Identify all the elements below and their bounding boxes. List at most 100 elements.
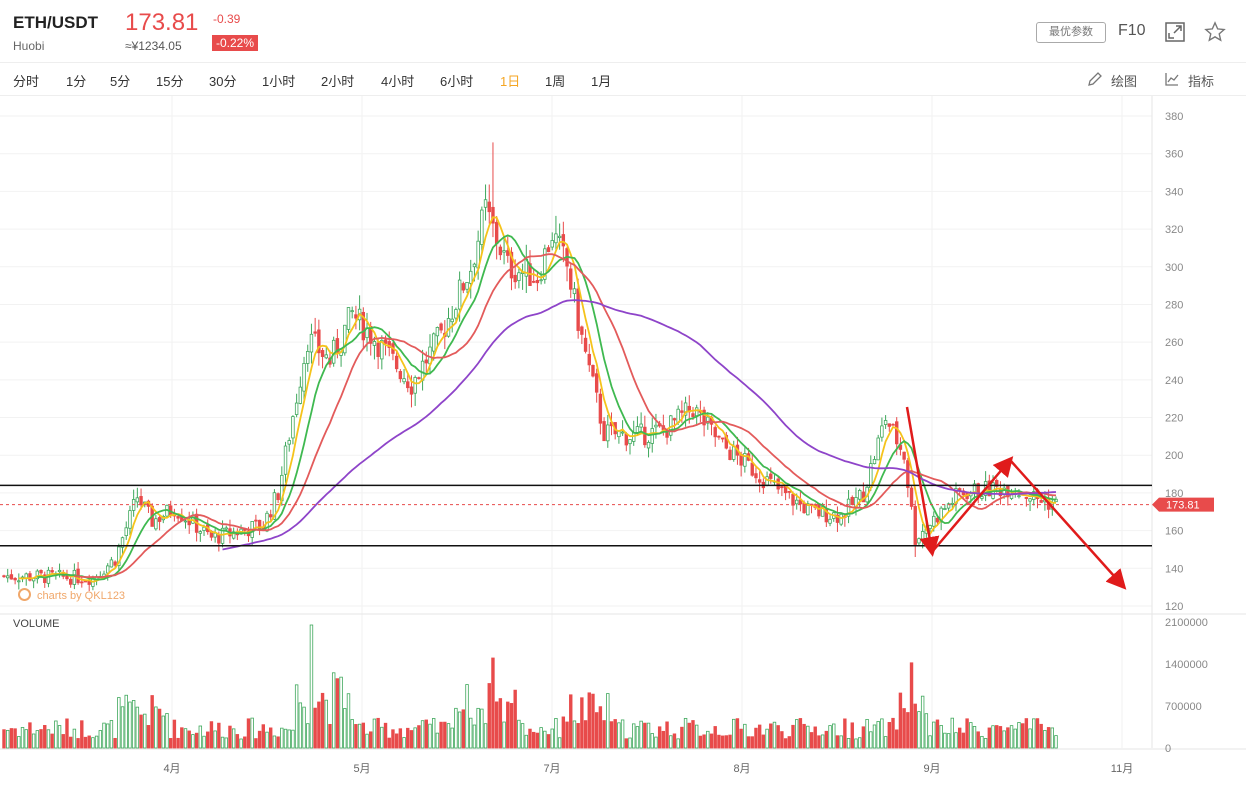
tab-1w[interactable]: 1周 [545,74,566,89]
tab-30m[interactable]: 30分 [209,74,237,89]
candle-body [302,363,306,392]
candle-body [313,331,317,334]
volume-bar [39,729,43,749]
candle-body [39,569,43,574]
volume-bar [113,737,117,749]
volume-bar [1017,722,1021,749]
candle-body [820,506,825,517]
volume-bar [254,738,258,749]
candle-body [906,460,910,488]
volume-bar [298,702,303,749]
volume-bar [424,719,428,749]
candle-body [283,445,288,475]
volume-bar [291,729,295,749]
tab-1h[interactable]: 1小时 [262,74,296,89]
trend-arrow [905,406,940,557]
tab-4h[interactable]: 4小时 [381,74,415,89]
time-tick-label: 9月 [923,763,940,775]
price-chart[interactable]: 380 360 340 320 300 280 260 240 220 200 180 160 140 1… [0,96,1246,788]
candle-body [932,515,936,527]
support-resistance-lines[interactable] [0,484,1152,547]
volume-bar [639,720,643,749]
volume-bar [687,722,691,749]
star-icon[interactable] [1204,21,1226,43]
candle-body [713,427,717,438]
candle-body [750,462,754,476]
tab-1mo[interactable]: 1月 [591,74,612,89]
candle-body [580,326,584,335]
candle-body [717,435,721,438]
volume-bar [191,734,195,749]
candle-body [465,281,469,290]
volume-bar [1013,728,1017,749]
candle-body [139,496,143,506]
volume-bar [109,720,114,749]
candle-body [702,409,706,426]
candle-body [776,478,780,490]
candle-body [839,513,843,525]
volume-bar [2,729,6,749]
fullscreen-icon[interactable] [1165,22,1185,42]
volume-bar [231,728,236,749]
volume-bar [209,721,214,749]
volume-bar [769,723,773,749]
volume-bar [728,734,732,749]
volume-bar [791,724,795,749]
candle-body [943,508,947,510]
candle-body [787,490,791,493]
tab-5m[interactable]: 5分 [110,74,131,89]
candle-body [435,327,440,337]
f10-button[interactable]: F10 [1118,22,1146,39]
tab-1m[interactable]: 1分 [66,74,87,89]
volume-bar [887,722,892,749]
volume-bar [65,718,69,749]
volume-bar [176,737,180,749]
volume-bar [143,713,147,749]
candle-body [720,437,725,440]
indicator-tool[interactable]: 指标 [1165,71,1214,90]
tab-6h[interactable]: 6小时 [440,74,474,89]
volume-bar [724,735,729,749]
volume-bar [224,737,228,749]
candle-body [406,381,410,389]
volume-bar [513,689,517,749]
volume-bar [180,727,184,749]
tab-2h[interactable]: 2小时 [321,74,355,89]
tab-1d[interactable]: 1日 [500,74,521,89]
candle-body [439,323,443,331]
volume-bar [995,725,999,749]
candle-body [269,514,273,518]
candle-body [509,251,514,279]
candle-body [694,407,699,417]
volume-bar [909,662,914,749]
candle-body [506,250,510,256]
volume-bar [557,737,562,749]
volume-bar [576,723,580,749]
volume-bar [594,712,599,749]
price-tick-label: 380 [1165,111,1183,123]
change-percent-badge: -0.22% [212,35,259,51]
volume-bar [920,695,925,749]
candle-body [513,274,517,283]
candle-body [680,410,684,413]
candle-body [532,280,536,283]
tab-分时[interactable]: 分时 [13,74,40,89]
candle-body [576,288,580,331]
volume-bar [706,730,710,749]
volume-bar [587,692,591,749]
trend-arrows[interactable] [905,406,1127,590]
draw-tool[interactable]: 绘图 [1088,71,1137,90]
tab-15m[interactable]: 15分 [156,74,184,89]
volume-tick-label: 1400000 [1165,659,1208,671]
candle-body [706,416,710,424]
best-params-button[interactable]: 最优参数 [1036,22,1106,43]
candle-body [850,497,854,505]
price-tick-label: 320 [1165,224,1183,236]
symbol-label: ETH/USDT [13,13,98,32]
volume-bar [328,723,332,749]
volume-bar [643,722,647,749]
volume-bar [272,735,277,749]
candle-body [769,473,773,479]
candle-body [350,310,354,313]
volume-bar [965,718,969,749]
